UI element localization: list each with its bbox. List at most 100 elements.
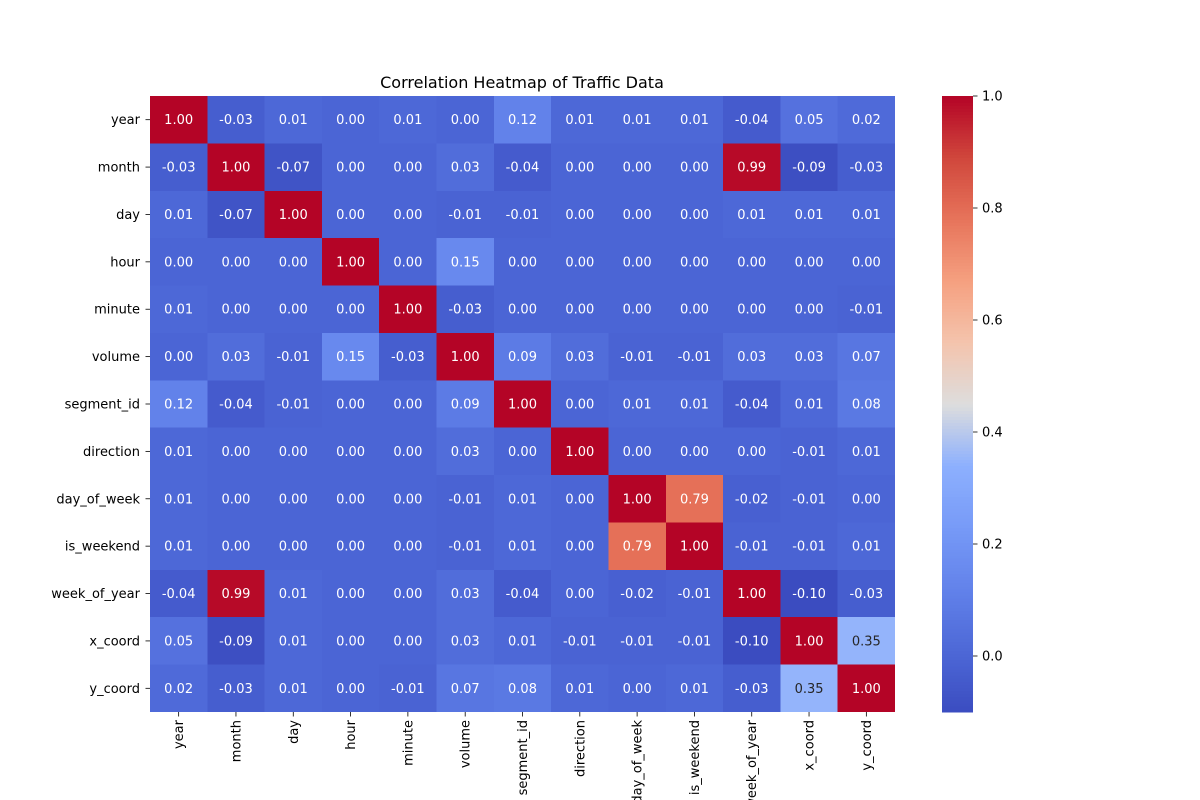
colorbar-segment [942, 678, 973, 682]
heatmap-cell-direction-x_coord [780, 427, 839, 476]
colorbar-segment [942, 644, 973, 648]
colorbar-segment [942, 157, 973, 162]
x-tick-label-day: day [287, 720, 302, 744]
colorbar-segment [942, 280, 973, 285]
heatmap-cell-month-x_coord [780, 143, 839, 192]
cell-value-label: 0.01 [623, 398, 652, 413]
x-tick-label-minute: minute [401, 720, 416, 766]
colorbar-segment [942, 286, 973, 291]
heatmap-cell-direction-day_of_week [608, 427, 667, 476]
heatmap-cell-is_weekend-x_coord [780, 522, 839, 571]
cell-value-label: 0.00 [221, 540, 250, 555]
colorbar-tick-label: 0.2 [982, 538, 1003, 553]
heatmap-cell-day_of_week-y_coord [837, 475, 895, 524]
heatmap-cell-hour-y_coord [837, 238, 895, 287]
heatmap-cell-minute-day [264, 285, 323, 334]
colorbar-segment [942, 336, 973, 340]
cell-value-label: 0.00 [565, 492, 594, 507]
heatmap-cell-month-week_of_year [723, 143, 781, 192]
heatmap-cell-week_of_year-minute [379, 569, 438, 618]
colorbar-segment [942, 379, 973, 384]
colorbar-segment [942, 314, 973, 319]
colorbar-segment [942, 662, 973, 667]
cell-value-label: 0.00 [623, 161, 652, 176]
cell-value-label: 0.02 [852, 113, 881, 128]
colorbar-segment [942, 622, 973, 627]
colorbar-segment [942, 194, 973, 199]
cell-value-label: -0.09 [219, 634, 253, 649]
colorbar-segment [942, 111, 973, 116]
colorbar-segment [942, 656, 973, 661]
heatmap-cell-volume-volume [436, 332, 495, 381]
y-tick-label-volume: volume [92, 350, 140, 365]
cell-value-label: 0.00 [508, 445, 537, 460]
heatmap-cell-volume-is_weekend [665, 332, 724, 381]
x-tick-label-y_coord: y_coord [860, 720, 875, 771]
heatmap-cell-week_of_year-day [264, 569, 323, 618]
heatmap-cell-x_coord-is_weekend [665, 617, 724, 666]
colorbar-segment [942, 182, 973, 186]
heatmap-cell-year-hour [321, 96, 380, 144]
heatmap-cell-y_coord-x_coord [780, 664, 839, 712]
cell-value-label: 0.00 [737, 255, 766, 270]
colorbar-segment [942, 567, 973, 571]
colorbar-segment [942, 434, 973, 439]
heatmap-cell-month-segment_id [493, 143, 552, 192]
colorbar-segment [942, 496, 973, 501]
cell-value-label: -0.02 [620, 587, 654, 602]
cell-value-label: 0.01 [508, 492, 537, 507]
cell-value-label: 0.35 [852, 634, 881, 649]
cell-value-label: -0.01 [792, 540, 826, 555]
colorbar-segment [942, 179, 973, 183]
colorbar-segment [942, 576, 973, 581]
cell-value-label: 0.00 [852, 492, 881, 507]
heatmap-cell-minute-volume [436, 285, 495, 334]
colorbar-segment [942, 293, 973, 297]
colorbar-segment [942, 699, 973, 704]
heatmap-cell-week_of_year-hour [321, 569, 380, 618]
heatmap-cell-day_of_week-day_of_week [608, 475, 667, 524]
heatmap-cell-x_coord-y_coord [837, 617, 895, 666]
heatmap-cell-day_of_week-minute [379, 475, 438, 524]
colorbar-segment [942, 582, 973, 587]
heatmap-cell-volume-day [264, 332, 323, 381]
heatmap-cell-is_weekend-y_coord [837, 522, 895, 571]
cell-value-label: 0.09 [451, 398, 480, 413]
cell-value-label: 0.00 [565, 540, 594, 555]
cell-value-label: 0.01 [393, 113, 422, 128]
colorbar-segment [942, 635, 973, 639]
colorbar-segment [942, 148, 973, 153]
colorbar-segment [942, 169, 973, 174]
heatmap-cell-hour-day_of_week [608, 238, 667, 287]
cell-value-label: 0.15 [451, 255, 480, 270]
colorbar-segment [942, 416, 973, 420]
cell-value-label: -0.03 [850, 587, 884, 602]
cell-value-label: 0.01 [680, 682, 709, 697]
colorbar-segment [942, 250, 973, 254]
colorbar-segment [942, 219, 973, 223]
colorbar-segment [942, 114, 973, 119]
heatmap-cell-month-direction [551, 143, 610, 192]
heatmap-cell-day_of_week-day [264, 475, 323, 524]
cell-value-label: 0.79 [680, 492, 709, 507]
colorbar-segment [942, 524, 973, 528]
colorbar-segment [942, 283, 973, 288]
colorbar-segment [942, 231, 973, 236]
heatmap-cell-week_of_year-day_of_week [608, 569, 667, 618]
cell-value-label: 0.00 [221, 492, 250, 507]
y-tick-label-is_weekend: is_weekend [65, 540, 140, 555]
colorbar-segment [942, 129, 973, 134]
colorbar-segment [942, 363, 973, 368]
heatmap-cell-year-month [207, 96, 266, 144]
heatmap-cell-is_weekend-volume [436, 522, 495, 571]
heatmap-cell-minute-segment_id [493, 285, 552, 334]
colorbar-segment [942, 339, 973, 343]
colorbar-segment [942, 705, 973, 710]
colorbar-segment [942, 327, 973, 331]
colorbar-segment [942, 594, 973, 599]
heatmap-cell-hour-month [207, 238, 266, 287]
cell-value-label: 0.00 [393, 208, 422, 223]
cell-value-label: -0.01 [850, 303, 884, 318]
x-tick-label-segment_id: segment_id [516, 720, 531, 795]
colorbar-segment [942, 132, 973, 137]
